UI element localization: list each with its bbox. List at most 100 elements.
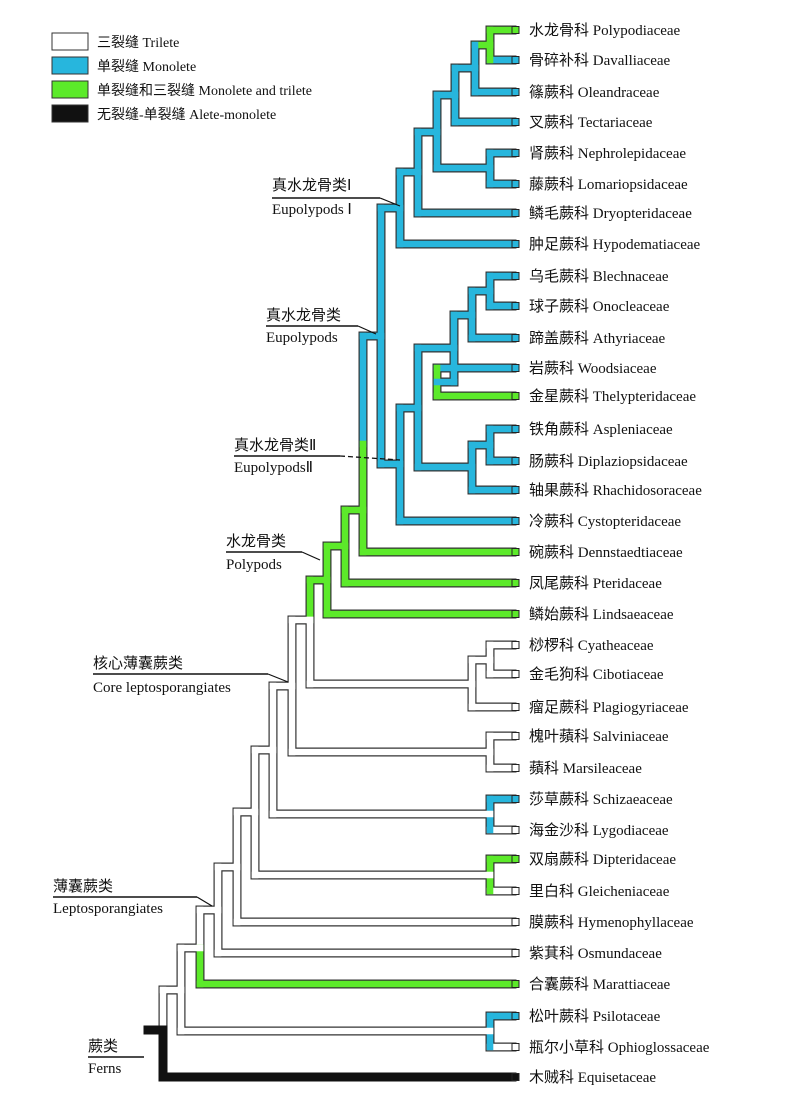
clade-name-en: EupolypodsⅡ [234, 460, 313, 476]
tip-marker [511, 610, 520, 618]
clade-name-en: Polypods [226, 557, 282, 573]
tip-marker [511, 26, 520, 34]
tip-marker [511, 149, 520, 157]
taxon-label: 铁角蕨科 Aspleniaceae [529, 421, 673, 438]
taxon-label: 冷蕨科 Cystopteridaceae [529, 513, 681, 530]
taxon-label: 里白科 Gleicheniaceae [529, 883, 670, 900]
taxon-label: 木贼科 Equisetaceae [529, 1069, 656, 1086]
taxon-label: 槐叶蘋科 Salviniaceae [529, 728, 669, 745]
clade-name-en: Ferns [88, 1061, 121, 1077]
tip-marker [511, 764, 520, 772]
clade-name-cn: 蕨类 [88, 1038, 118, 1055]
taxon-label: 紫萁科 Osmundaceae [529, 945, 662, 962]
tip-marker [511, 364, 520, 372]
legend-label-alete: 无裂缝-单裂缝 Alete-monolete [97, 107, 276, 123]
clade-labels: 真水龙骨类Ⅰ Eupolypods Ⅰ 真水龙骨类 Eupolypods 真水龙骨类Ⅱ E… [53, 176, 401, 1077]
legend-swatch-trilete [51, 32, 89, 51]
legend-label-trilete: 三裂缝 Trilete [97, 35, 179, 51]
taxon-label: 瓶尔小草科 Ophioglossaceae [529, 1039, 710, 1056]
clade-leader [267, 673, 289, 683]
tip-marker [511, 670, 520, 678]
taxon-label: 轴果蕨科 Rhachidosoraceae [529, 482, 702, 499]
clade-name-en: Leptosporangiates [53, 901, 163, 917]
legend: 三裂缝 Trilete 单裂缝 Monolete 单裂缝和三裂缝 Monolete … [51, 32, 312, 123]
taxon-label: 肿足蕨科 Hypodematiaceae [529, 236, 701, 253]
tip-marker [511, 56, 520, 64]
legend-label-mixed: 单裂缝和三裂缝 Monolete and trilete [97, 83, 312, 99]
clade-leader [379, 197, 401, 207]
tip-marker [511, 392, 520, 400]
tip-marker [511, 209, 520, 217]
taxon-label: 双扇蕨科 Dipteridaceae [529, 851, 676, 868]
clade-name-en: Eupolypods [266, 330, 338, 346]
tip-marker [511, 641, 520, 649]
taxa-labels: 水龙骨科 Polypodiaceae 骨碎补科 Davalliaceae 篠蕨科 O… [511, 22, 710, 1086]
tip-marker [511, 240, 520, 248]
clade-name-en: Eupolypods Ⅰ [272, 202, 352, 218]
taxon-label: 合囊蕨科 Marattiaceae [529, 976, 671, 993]
legend-swatch-mixed [51, 80, 89, 99]
taxon-label: 骨碎补科 Davalliaceae [529, 52, 671, 69]
taxon-label: 膜蕨科 Hymenophyllaceae [529, 914, 694, 931]
taxon-label: 松叶蕨科 Psilotaceae [529, 1008, 661, 1025]
tip-marker [511, 517, 520, 525]
tip-marker [511, 302, 520, 310]
taxon-label: 鳞始蕨科 Lindsaeaceae [529, 606, 674, 623]
taxon-label: 鳞毛蕨科 Dryopteridaceae [529, 205, 692, 222]
clade-leader [301, 551, 321, 561]
legend-label-monolete: 单裂缝 Monolete [97, 59, 196, 75]
clade-name-cn: 真水龙骨类 [266, 306, 341, 324]
clade-leader [196, 896, 213, 907]
tip-marker [511, 826, 520, 834]
taxon-label: 凤尾蕨科 Pteridaceae [529, 575, 662, 592]
tip-marker [511, 457, 520, 465]
clade-name-cn: 水龙骨类 [226, 533, 286, 550]
taxon-label: 金毛狗科 Cibotiaceae [529, 666, 664, 683]
legend-swatch-monolete [51, 56, 89, 75]
tip-marker [511, 1073, 520, 1081]
tip-marker [511, 703, 520, 711]
tip-marker [511, 118, 520, 126]
taxon-label: 瘤足蕨科 Plagiogyriaceae [529, 699, 689, 716]
tree-branches [143, 25, 517, 1082]
tip-marker [511, 180, 520, 188]
clade-leader [357, 325, 377, 335]
tip-marker [511, 918, 520, 926]
taxon-label: 肠蕨科 Diplaziopsidaceae [529, 453, 688, 470]
tip-marker [511, 732, 520, 740]
taxon-label: 篠蕨科 Oleandraceae [529, 84, 660, 101]
taxon-label: 水龙骨科 Polypodiaceae [529, 22, 681, 39]
tip-marker [511, 334, 520, 342]
taxon-label: 叉蕨科 Tectariaceae [529, 114, 653, 131]
taxon-label: 海金沙科 Lygodiaceae [529, 822, 669, 839]
taxon-label: 球子蕨科 Onocleaceae [529, 298, 670, 315]
taxon-label: 藤蕨科 Lomariopsidaceae [529, 176, 688, 193]
clade-name-cn: 薄囊蕨类 [53, 878, 113, 895]
clade-name-en: Core leptosporangiates [93, 680, 231, 696]
clade-leader [339, 455, 401, 461]
taxon-label: 金星蕨科 Thelypteridaceae [529, 388, 696, 405]
tip-marker [511, 548, 520, 556]
legend-swatch-alete [51, 104, 89, 123]
tip-marker [511, 272, 520, 280]
tip-marker [511, 949, 520, 957]
taxon-label: 蘋科 Marsileaceae [529, 760, 642, 777]
taxon-label: 岩蕨科 Woodsiaceae [529, 360, 657, 377]
tip-marker [511, 1012, 520, 1020]
clade-name-cn: 真水龙骨类Ⅱ [234, 436, 316, 454]
taxon-label: 桫椤科 Cyatheaceae [529, 637, 654, 654]
taxon-label: 蹄盖蕨科 Athyriaceae [529, 330, 666, 347]
tip-marker [511, 795, 520, 803]
tip-marker [511, 486, 520, 494]
taxon-label: 莎草蕨科 Schizaeaceae [529, 791, 673, 808]
tip-marker [511, 980, 520, 988]
clade-name-cn: 真水龙骨类Ⅰ [272, 176, 351, 194]
clade-name-cn: 核心薄囊蕨类 [93, 655, 183, 672]
taxon-label: 乌毛蕨科 Blechnaceae [529, 268, 669, 285]
tip-marker [511, 579, 520, 587]
tip-marker [511, 425, 520, 433]
tip-marker [511, 88, 520, 96]
tip-marker [511, 1043, 520, 1051]
tip-marker [511, 887, 520, 895]
